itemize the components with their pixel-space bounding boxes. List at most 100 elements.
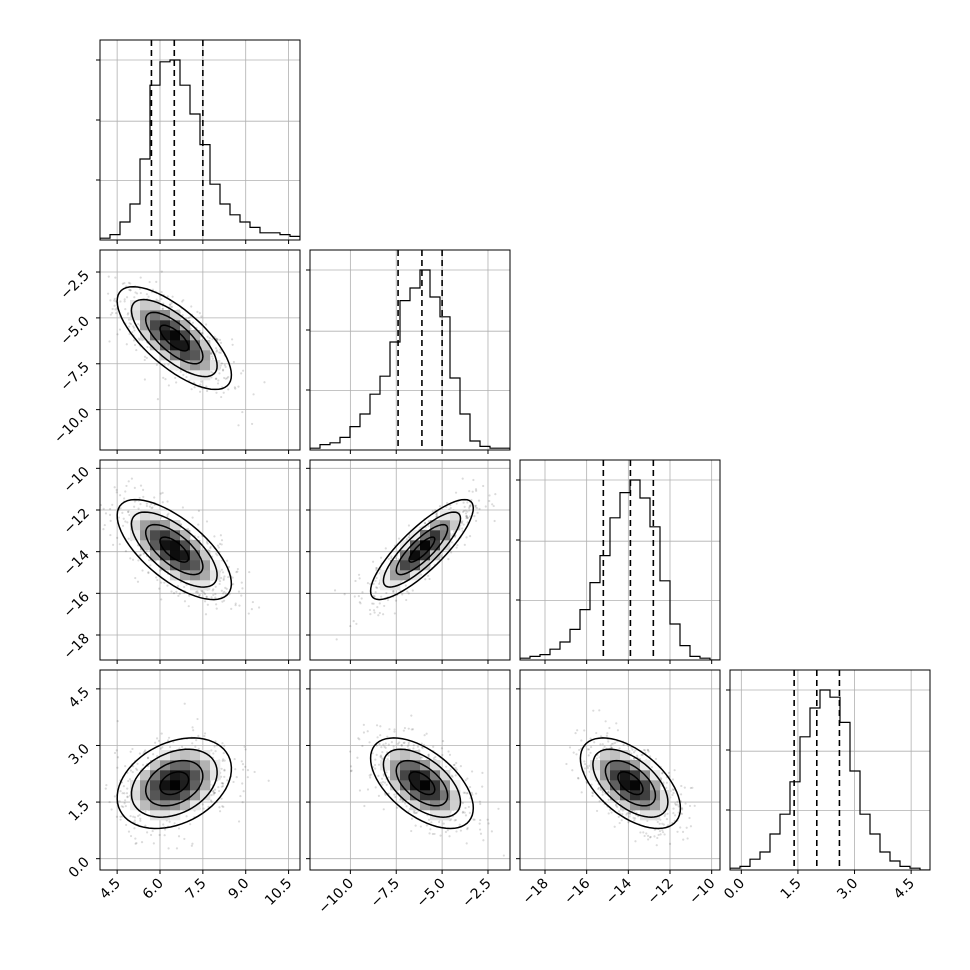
density-cell xyxy=(130,790,141,801)
scatter-point xyxy=(221,782,224,785)
scatter-point xyxy=(115,491,118,494)
scatter-point xyxy=(161,501,164,504)
scatter-point xyxy=(676,830,679,833)
scatter-point xyxy=(466,777,469,780)
scatter-point xyxy=(446,501,449,505)
scatter-point xyxy=(230,607,233,611)
density-cell xyxy=(420,550,431,561)
scatter-point xyxy=(138,496,141,500)
scatter-point xyxy=(621,812,624,816)
scatter-point xyxy=(366,582,370,585)
scatter-point xyxy=(661,771,664,775)
scatter-point xyxy=(471,490,474,493)
contour-0 xyxy=(159,536,190,563)
scatter-point xyxy=(133,505,136,508)
density-cell xyxy=(150,300,161,311)
scatter-point xyxy=(223,575,226,578)
scatter-point xyxy=(584,763,587,766)
scatter-point xyxy=(474,506,477,509)
scatter-point xyxy=(598,709,601,712)
xtick-label: 7.5 xyxy=(183,876,210,903)
scatter-point xyxy=(231,343,234,346)
scatter-point xyxy=(607,798,610,801)
scatter-point xyxy=(169,305,172,309)
contour-3 xyxy=(116,737,233,830)
scatter-point xyxy=(128,325,131,328)
density-cell xyxy=(610,760,621,771)
contour-2 xyxy=(130,298,218,378)
scatter-point xyxy=(210,596,213,599)
scatter-point xyxy=(241,768,245,771)
scatter-point xyxy=(139,553,142,556)
scatter-point xyxy=(127,281,131,284)
scatter-point xyxy=(139,291,142,295)
ytick-label: −10.0 xyxy=(51,405,93,447)
scatter-point xyxy=(140,841,144,844)
scatter-point xyxy=(374,591,377,594)
scatter-point xyxy=(123,282,126,285)
scatter-point xyxy=(412,810,415,813)
scatter-point xyxy=(227,565,230,569)
scatter-point xyxy=(154,741,157,744)
scatter-point xyxy=(215,607,218,610)
density-cell xyxy=(600,780,611,791)
scatter-point xyxy=(220,362,223,365)
scatter-point xyxy=(609,744,612,747)
scatter-point xyxy=(689,786,692,790)
scatter-point xyxy=(394,556,398,560)
scatter-point xyxy=(145,502,148,505)
scatter-point xyxy=(133,486,136,489)
scatter-point xyxy=(424,578,427,581)
density-cell xyxy=(170,520,181,531)
scatter-point xyxy=(111,503,114,506)
density-cell xyxy=(180,800,191,811)
scatter-point xyxy=(401,593,404,596)
scatter-point xyxy=(362,731,366,734)
scatter-point xyxy=(133,343,137,347)
scatter-point xyxy=(221,805,224,808)
density-cell xyxy=(140,330,151,341)
scatter-point xyxy=(468,515,472,518)
scatter-point xyxy=(115,312,118,315)
scatter-point xyxy=(149,833,153,837)
scatter-point xyxy=(419,573,423,576)
scatter-point xyxy=(606,732,609,735)
scatter-point xyxy=(484,505,487,508)
scatter-point xyxy=(653,828,656,831)
scatter-point xyxy=(209,545,212,548)
scatter-point xyxy=(206,603,209,606)
scatter-point xyxy=(590,783,593,786)
scatter-point xyxy=(595,731,598,735)
scatter-point xyxy=(142,495,145,499)
scatter-point xyxy=(233,757,236,761)
scatter-point xyxy=(378,602,381,605)
scatter-point xyxy=(211,355,214,358)
scatter-point xyxy=(421,746,424,750)
scatter-point xyxy=(217,379,220,382)
scatter-point xyxy=(434,755,437,759)
density-cell xyxy=(180,530,191,541)
scatter-point xyxy=(369,773,373,776)
scatter-point xyxy=(141,763,145,766)
scatter-point xyxy=(642,748,646,752)
ytick-label: −18 xyxy=(61,631,93,663)
scatter-point xyxy=(212,588,215,591)
density-cell xyxy=(430,760,441,771)
scatter-point xyxy=(671,793,674,797)
scatter-point xyxy=(221,782,225,785)
scatter-point xyxy=(236,570,239,573)
ytick-label: −14 xyxy=(61,547,93,579)
scatter-point xyxy=(167,736,171,739)
xtick-label: 4.5 xyxy=(97,876,124,903)
scatter-point xyxy=(107,275,110,278)
scatter-point xyxy=(150,502,153,505)
scatter-point xyxy=(222,577,225,580)
scatter-point xyxy=(89,784,91,786)
scatter-point xyxy=(614,741,617,744)
scatter-point xyxy=(136,768,139,771)
scatter-point xyxy=(253,770,256,774)
scatter-point xyxy=(368,741,371,744)
scatter-point xyxy=(161,491,164,495)
density-cell xyxy=(140,520,151,531)
scatter-point xyxy=(679,826,682,829)
